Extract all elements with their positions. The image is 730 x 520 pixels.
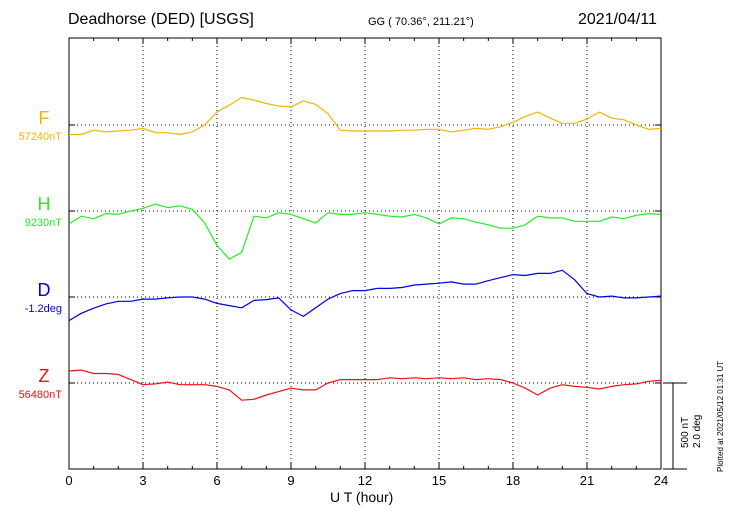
series-line-h	[68, 203, 662, 260]
x-tick-label: 9	[287, 473, 294, 488]
series-line-d	[68, 269, 662, 322]
x-tick-label: 15	[432, 473, 446, 488]
x-axis-title: U T (hour)	[330, 489, 394, 505]
series-baseline-f: 57240nT	[18, 131, 62, 143]
x-tick-label: 18	[506, 473, 520, 488]
x-tick-label: 24	[654, 473, 668, 488]
series-line-z	[68, 369, 662, 401]
x-tick-label: 3	[139, 473, 146, 488]
series-baseline-z: 56480nT	[18, 389, 62, 401]
scale-bar-deg-label: 2.0 deg	[692, 414, 703, 448]
series-baseline-d: -1.2deg	[24, 303, 62, 315]
x-tick-label: 0	[65, 473, 72, 488]
series-label-f: F	[38, 108, 50, 128]
station-title: Deadhorse (DED) [USGS]	[68, 11, 254, 28]
series-label-h: H	[37, 194, 51, 214]
geographic-coordinates: GG ( 70.36°, 211.21°)	[368, 16, 474, 28]
x-tick-label: 12	[358, 473, 372, 488]
x-tick-label: 21	[580, 473, 594, 488]
series-label-z: Z	[38, 366, 50, 386]
series-line-f	[69, 96, 662, 136]
x-tick-label: 6	[213, 473, 220, 488]
plotted-timestamp: Plotted at 2021/05/12 01:31 UT	[716, 360, 725, 472]
plot-date: 2021/04/11	[578, 11, 657, 28]
scale-bar-nt-label: 500 nT	[680, 416, 691, 448]
series-baseline-h: 9230nT	[24, 217, 62, 229]
series-label-d: D	[37, 280, 51, 300]
